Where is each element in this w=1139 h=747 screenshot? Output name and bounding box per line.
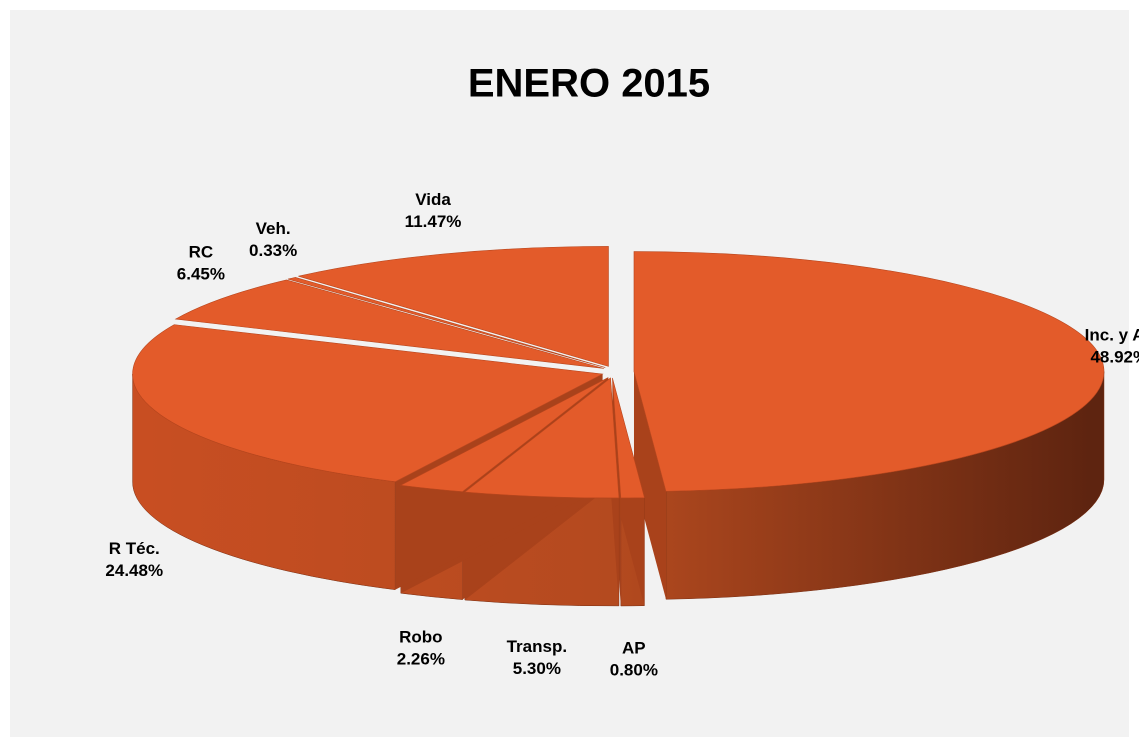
slice-value-label: 0.80% <box>610 660 658 679</box>
pie-slice-cut <box>633 371 667 600</box>
pie-slice <box>399 377 609 492</box>
pie-slice <box>633 251 1105 492</box>
slice-value-label: 6.45% <box>177 264 225 283</box>
slice-label: AP <box>622 638 646 657</box>
pie-slice <box>132 324 604 483</box>
slice-value-label: 11.47% <box>405 212 462 231</box>
slice-label: Transp. <box>507 637 567 656</box>
slice-value-label: 5.30% <box>513 659 561 678</box>
slice-label: Robo <box>399 627 442 646</box>
pie-slice <box>174 279 604 369</box>
slice-label: Veh. <box>256 219 291 238</box>
slice-label: Vida <box>415 190 451 209</box>
slice-label: RC <box>189 242 214 261</box>
chart-title: ENERO 2015 <box>468 62 710 106</box>
slice-value-label: 48.92% <box>1090 347 1139 366</box>
slice-value-label: 0.33% <box>249 241 297 260</box>
slice-value-label: 24.48% <box>105 561 163 580</box>
pie-slice <box>298 246 609 367</box>
slice-value-label: 2.26% <box>397 649 445 668</box>
slice-label: R Téc. <box>109 539 160 558</box>
slice-label: Inc. y Al. <box>1085 325 1139 344</box>
pie-slice <box>287 277 606 368</box>
pie-slice <box>464 377 620 499</box>
pie-slice <box>612 377 645 499</box>
